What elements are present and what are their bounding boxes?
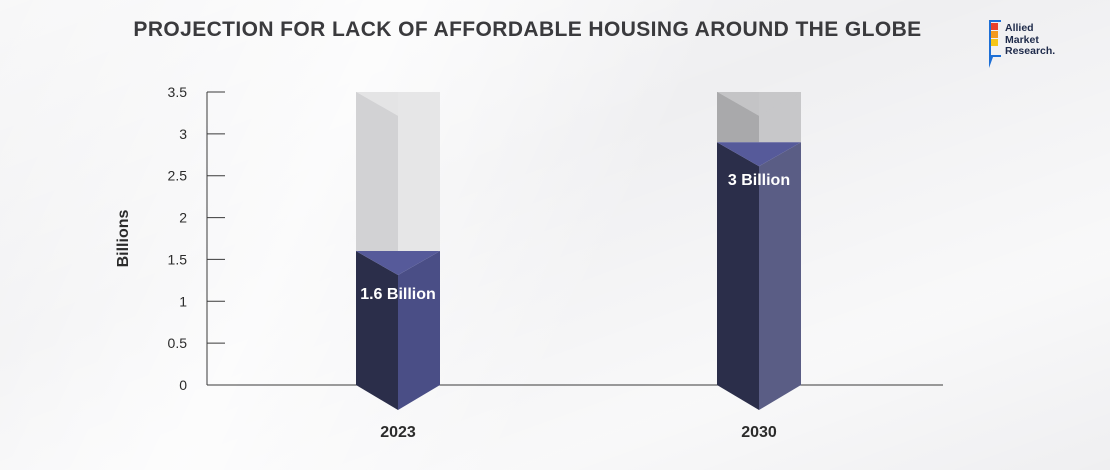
- bar-fill-cap: [356, 251, 440, 276]
- y-tick-label: 0.5: [168, 335, 188, 351]
- y-tick-label: 2: [179, 210, 187, 226]
- x-tick-label: 2023: [380, 424, 416, 441]
- logo-line-1: Allied: [1005, 22, 1034, 34]
- bar-empty-cap-edge: [356, 92, 398, 117]
- logo-mark-icon: [989, 20, 1001, 68]
- bar-fill-left: [717, 142, 759, 410]
- y-axis-label: Billions: [115, 210, 132, 268]
- logo-line-3: Research.: [1005, 45, 1056, 57]
- y-tick-label: 3.5: [168, 84, 188, 100]
- bar-empty-cap: [717, 92, 801, 116]
- y-tick-label: 0: [179, 377, 187, 393]
- bar-empty-right: [398, 92, 440, 252]
- bar-empty-left: [356, 92, 398, 252]
- bar-data-label: 1.6 Billion: [360, 286, 436, 303]
- bar-empty-cap: [356, 92, 440, 116]
- bar-fill-left: [356, 251, 398, 410]
- logo-line-2: Market: [1005, 33, 1039, 46]
- bar-data-label: 3 Billion: [728, 172, 790, 189]
- bar-fill-cap: [717, 142, 801, 167]
- y-tick-label: 2.5: [168, 168, 188, 184]
- y-tick-label: 1: [179, 293, 187, 309]
- x-tick-label: 2030: [741, 424, 777, 441]
- bar-fill-right: [398, 251, 440, 410]
- allied-market-research-logo: Allied Market Research.: [989, 20, 1089, 72]
- bar-empty-cap-edge: [717, 92, 759, 117]
- chart-title: PROJECTION FOR LACK OF AFFORDABLE HOUSIN…: [133, 18, 922, 41]
- bar-fill-right: [759, 142, 801, 410]
- y-tick-label: 1.5: [168, 251, 188, 267]
- y-tick-label: 3: [179, 126, 187, 142]
